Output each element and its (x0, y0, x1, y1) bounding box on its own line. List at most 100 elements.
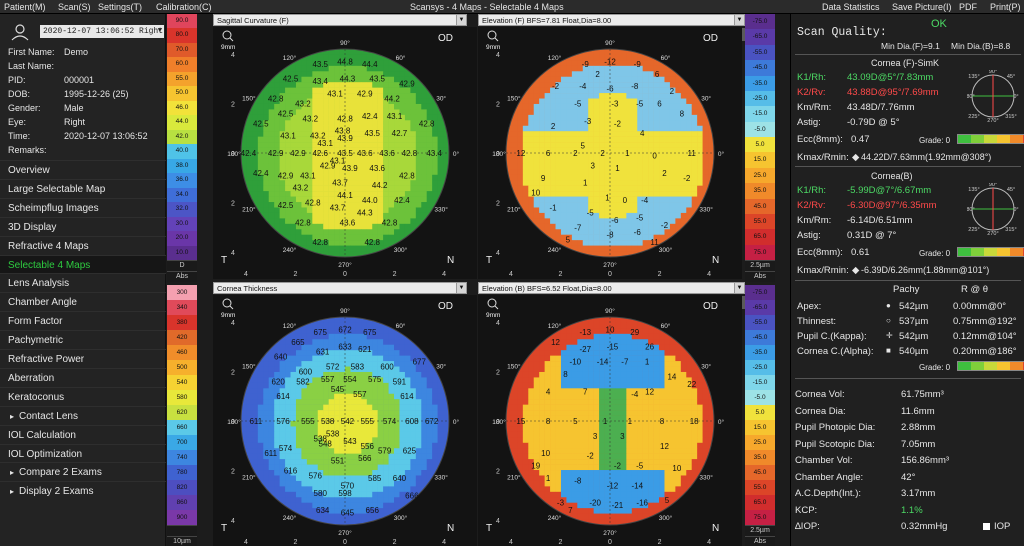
menu-patient[interactable]: Patient(M) (4, 2, 46, 12)
chevron-down-icon[interactable]: ▼ (157, 27, 162, 35)
map-type-select[interactable]: Cornea Thickness ▼ (213, 282, 467, 294)
nav-item[interactable]: Lens Analysis (0, 273, 166, 292)
patient-field: Last Name: (8, 61, 168, 73)
scale-mode: 10µm (167, 536, 197, 546)
menu-scan[interactable]: Scan(S) (58, 2, 91, 12)
degree-label: 90° (605, 39, 615, 47)
map-type-select[interactable]: Elevation (B) BFS=6.52 Float,Dia=8.00 ▼ (478, 282, 745, 294)
exam-select[interactable]: 2020-12-07 13:06:52 Right ▼ (40, 25, 164, 38)
k1-value: 43.09D@5°/7.83mm (847, 72, 934, 83)
iop-checkbox[interactable] (983, 523, 990, 530)
nav-item[interactable]: Chamber Angle (0, 292, 166, 311)
chevron-down-icon[interactable]: ▼ (734, 283, 744, 293)
scale-value: -5.0 (745, 121, 775, 137)
zoom-icon[interactable] (222, 298, 234, 310)
map-value: 42.9 (357, 90, 373, 99)
x-tick: 2 (559, 271, 563, 278)
topography-map-elev_f[interactable]: -9 -12 -9 2 6 -2 -4 -6 -8 2 -5 -3 -5 6 8 -3 2 -2 5 4 12 6 2 2 1 0… (478, 27, 742, 279)
left-panel: 2020-12-07 13:06:52 Right ▼ First Name: D… (0, 14, 166, 546)
map-value: 43.1 (280, 132, 296, 141)
nav-item[interactable]: Scheimpflug Images (0, 197, 166, 217)
scale-value: 5.0 (745, 137, 775, 153)
scale-value: 15.0 (745, 420, 775, 435)
map-value: 557 (321, 375, 335, 384)
map-value: 42.7 (392, 129, 408, 138)
map-value: 8 (680, 109, 685, 118)
patient-field: First Name: Demo (8, 47, 168, 59)
map-value: 18 (690, 417, 699, 426)
nav-item[interactable]: Large Selectable Map (0, 178, 166, 198)
zoom-icon[interactable] (222, 30, 234, 42)
map-value: 576 (309, 471, 323, 480)
y-tick: 2 (496, 101, 500, 108)
map-value: 42.9 (268, 149, 284, 158)
map-value: 2 (600, 149, 605, 158)
zoom-icon[interactable] (487, 30, 499, 42)
map-value: -12 (607, 481, 619, 490)
menu-settings[interactable]: Settings(T) (98, 2, 143, 12)
map-value: 4 (546, 387, 551, 396)
nav-item[interactable]: 3D Display (0, 216, 166, 236)
patient-field-label: Time: (8, 131, 31, 141)
topography-map-sagittal[interactable]: 43.5 44.8 44.4 42.5 43.4 44.3 43.5 42.9 42.8 43.2… (213, 27, 477, 279)
pachy-row-value: 542µm (899, 331, 929, 342)
nav-item[interactable]: Keratoconus (0, 386, 166, 406)
menu-save-picture[interactable]: Save Picture(I) (892, 2, 952, 12)
degree-label: 270° (603, 529, 617, 537)
menu-calibration[interactable]: Calibration(C) (156, 2, 212, 12)
menu-print[interactable]: Print(P) (990, 2, 1021, 12)
map-value: 5 (581, 142, 586, 151)
nav-item[interactable]: ▸ Display 2 Exams (0, 481, 166, 500)
topography-map-thickness[interactable]: 675 672 675 665 633 631 621 640 600 572 583 600 677 6… (213, 295, 477, 546)
scale-value: -25.0 (745, 90, 775, 107)
nav-item[interactable]: Refractive 4 Maps (0, 235, 166, 255)
nav-item[interactable]: Form Factor (0, 311, 166, 330)
nav-item[interactable]: Aberration (0, 367, 166, 387)
menu-data-statistics[interactable]: Data Statistics (822, 2, 880, 12)
map-value: 557 (353, 390, 367, 399)
x-tick: 2 (294, 271, 298, 278)
nav-item[interactable]: ▸ Compare 2 Exams (0, 462, 166, 481)
patient-field-value: 000001 (64, 75, 95, 85)
chevron-down-icon[interactable]: ▼ (734, 15, 744, 25)
scale-unit: D (167, 259, 197, 271)
nav-item[interactable]: IOL Optimization (0, 443, 166, 463)
topography-map-elev_b[interactable]: -13 10 29 12 -27 -15 26 -10 -14 -7 1 8 4 14 22 7 -4 12 15 8… (478, 295, 742, 546)
patient-field: Time: 2020-12-07 13:06:52 (8, 131, 168, 143)
degree-label: 30° (701, 363, 711, 371)
map-value: 580 (314, 489, 328, 498)
degree-label: 0° (453, 418, 460, 426)
nav-item[interactable]: Overview (0, 160, 166, 179)
map-value: 12 (660, 442, 669, 451)
stat-label: A.C.Depth(Int.): (795, 488, 861, 499)
scale-value: -5.0 (745, 390, 775, 405)
map-type-select[interactable]: Sagittal Curvature (F) ▼ (213, 14, 467, 26)
map-value: 554 (343, 375, 357, 384)
scale-value: 40.0 (167, 144, 197, 159)
nav-item[interactable]: Selectable 4 Maps (0, 254, 166, 274)
map-type-select[interactable]: Elevation (F) BFS=7.81 Float,Dia=8.00 ▼ (478, 14, 745, 26)
map-value: 640 (274, 353, 288, 362)
scale-value: 35.0 (745, 183, 775, 199)
map-value: 548 (319, 439, 333, 448)
stat-label: Pupil Scotopic Dia: (795, 438, 875, 450)
nav-item[interactable]: ▸ Contact Lens (0, 405, 166, 425)
nav-item[interactable]: IOL Calculation (0, 424, 166, 444)
compass-label: 225° (968, 227, 979, 233)
zoom-icon[interactable] (487, 298, 499, 310)
nav-item[interactable]: Refractive Power (0, 349, 166, 368)
map-value: 5 (573, 417, 578, 426)
menu-pdf[interactable]: PDF (959, 2, 977, 12)
nav-item[interactable]: Pachymetric (0, 330, 166, 349)
map-value: 6 (657, 99, 662, 108)
scale-value: 700 (167, 435, 197, 450)
y-tick: 0 (231, 419, 235, 426)
chevron-down-icon[interactable]: ▼ (456, 283, 466, 293)
map-value: 42.5 (278, 201, 294, 210)
km-label: Km/Rm: (797, 215, 832, 226)
chevron-down-icon[interactable]: ▼ (456, 15, 466, 25)
map-value: 43.2 (295, 99, 311, 108)
square-icon: ■ (886, 346, 891, 355)
map-value: 566 (358, 454, 372, 463)
degree-label: 60° (396, 322, 406, 330)
